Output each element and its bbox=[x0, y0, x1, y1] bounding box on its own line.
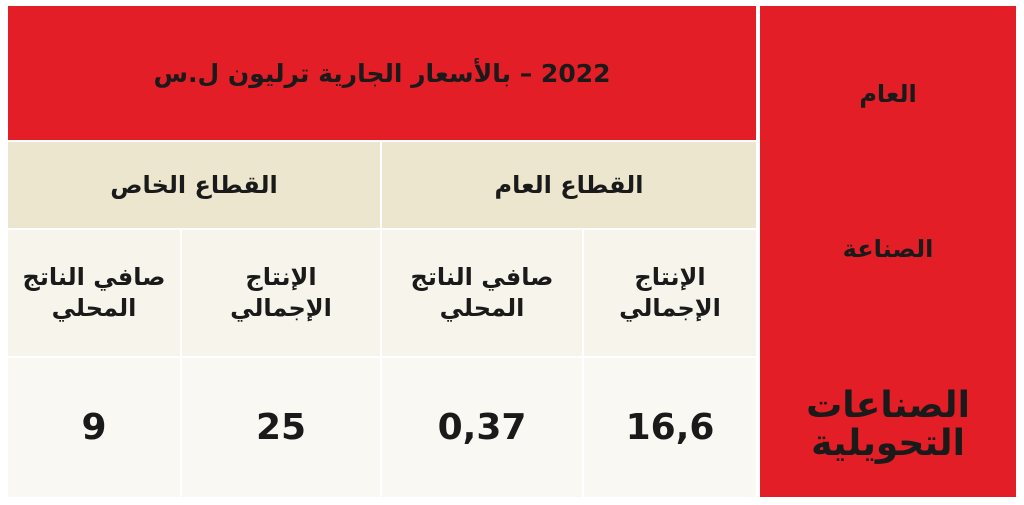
value-cell: 25 bbox=[182, 358, 380, 497]
column-header: صافي الناتج المحلي bbox=[382, 230, 582, 356]
value-cell-text: 16,6 bbox=[625, 407, 715, 448]
group-header-text: القطاع العام bbox=[494, 171, 644, 199]
column-header-text: الإنتاج الإجمالي bbox=[619, 262, 721, 322]
column-header-text: صافي الناتج المحلي bbox=[410, 262, 554, 322]
row-label-text: العام bbox=[859, 80, 917, 109]
value-cell-text: 25 bbox=[255, 407, 307, 448]
column-header: الإنتاج الإجمالي bbox=[584, 230, 756, 356]
column-header: صافي الناتج المحلي bbox=[8, 230, 180, 356]
value-cell-text: 9 bbox=[81, 407, 107, 448]
column-header-text: صافي الناتج المحلي bbox=[22, 262, 166, 322]
column-header: الإنتاج الإجمالي bbox=[182, 230, 380, 356]
table-title-text: 2022 – بالأسعار الجارية ترليون ل.س bbox=[153, 58, 611, 88]
column-header-text: الإنتاج الإجمالي bbox=[230, 262, 332, 322]
table-title: 2022 – بالأسعار الجارية ترليون ل.س bbox=[8, 6, 756, 140]
row-label: الصناعة bbox=[760, 180, 1016, 320]
row-header-column bbox=[760, 6, 1016, 497]
group-header: القطاع الخاص bbox=[8, 142, 380, 228]
row-label-text: الصناعات التحويلية bbox=[806, 385, 970, 464]
row-label: العام bbox=[760, 40, 1016, 150]
value-cell: 9 bbox=[8, 358, 180, 497]
value-cell: 0,37 bbox=[382, 358, 582, 497]
group-header-text: القطاع الخاص bbox=[110, 171, 278, 199]
group-header: القطاع العام bbox=[382, 142, 756, 228]
value-cell: 16,6 bbox=[584, 358, 756, 497]
row-label: الصناعات التحويلية bbox=[760, 360, 1016, 490]
value-cell-text: 0,37 bbox=[437, 407, 527, 448]
row-label-text: الصناعة bbox=[842, 235, 934, 264]
